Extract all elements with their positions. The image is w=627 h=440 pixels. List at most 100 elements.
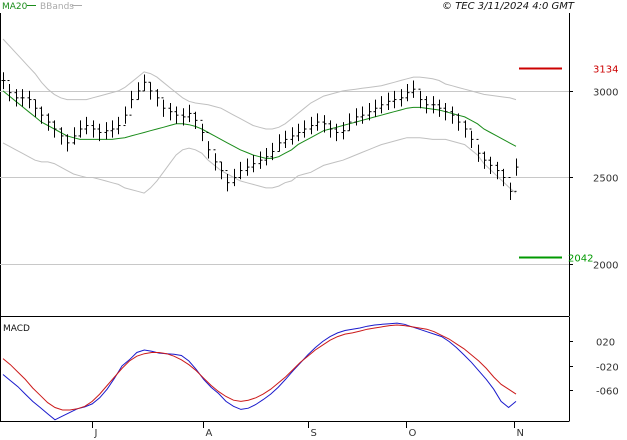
price-level-label: 3134 xyxy=(593,65,618,76)
ohlc-bar xyxy=(386,92,391,110)
ohlc-bar xyxy=(431,96,436,114)
ohlc-bar xyxy=(219,161,224,180)
ohlc-bar xyxy=(136,82,141,101)
x-tick-label: S xyxy=(311,428,317,439)
ohlc-bar xyxy=(443,103,448,121)
ohlc-bar xyxy=(20,89,25,107)
ohlc-bar xyxy=(405,83,410,102)
ohlc-bar xyxy=(91,120,96,138)
ohlc-bar xyxy=(225,170,230,192)
ohlc-bar xyxy=(367,103,372,121)
ohlc-bar xyxy=(39,106,44,124)
ohlc-bar xyxy=(193,111,198,130)
ohlc-bar xyxy=(65,134,70,152)
ohlc-bar xyxy=(59,127,64,145)
ohlc-bar xyxy=(302,120,307,138)
bbands-upper-line xyxy=(2,38,517,130)
ohlc-bar xyxy=(411,80,416,98)
ohlc-bar xyxy=(488,156,493,175)
ohlc-bar xyxy=(33,99,38,117)
ohlc-bar xyxy=(168,103,173,121)
ohlc-bar xyxy=(142,74,147,92)
x-tick-label: A xyxy=(206,428,213,439)
ohlc-bar xyxy=(277,134,282,153)
ohlc-bar xyxy=(52,120,57,138)
ohlc-bar xyxy=(315,113,320,131)
ohlc-bar xyxy=(309,116,314,135)
ohlc-bar xyxy=(495,161,500,180)
ohlc-bar xyxy=(251,154,256,173)
ohlc-bar xyxy=(456,113,461,131)
legend-ma20: MA20 xyxy=(2,2,28,12)
ohlc-bar xyxy=(123,106,128,127)
ohlc-bar xyxy=(104,122,109,140)
ohlc-bar xyxy=(78,120,83,138)
ohlc-bar xyxy=(290,127,295,145)
macd-line xyxy=(2,322,517,421)
ohlc-bar xyxy=(341,122,346,140)
ma20-line xyxy=(2,90,517,159)
macd-y-tick-label: 020 xyxy=(596,338,615,349)
ohlc-bar xyxy=(46,113,51,131)
ohlc-bar xyxy=(232,168,237,187)
price-y-tick-label: 3000 xyxy=(593,88,618,99)
price-y-tick-label: 2500 xyxy=(593,174,618,185)
bbands-lower-line xyxy=(2,137,517,194)
ohlc-bar xyxy=(501,168,506,187)
ohlc-bar xyxy=(187,104,192,123)
source-label: © TEC 3/11/2024 4:0 GMT xyxy=(442,1,575,12)
ohlc-bar xyxy=(296,123,301,142)
ohlc-bar xyxy=(399,89,404,107)
macd-signal-line xyxy=(2,324,517,411)
macd-y-tick-label: -020 xyxy=(596,363,619,374)
ohlc-bar xyxy=(463,120,468,138)
ohlc-bar xyxy=(116,116,121,135)
macd-title: MACD xyxy=(3,324,30,334)
ohlc-bar xyxy=(129,90,134,116)
ohlc-bar xyxy=(482,151,487,169)
ohlc-bar xyxy=(174,106,179,124)
ohlc-bar xyxy=(334,123,339,142)
price-y-tick-label: 2000 xyxy=(593,261,618,272)
ohlc-bar xyxy=(213,149,218,171)
ohlc-bar xyxy=(97,123,102,142)
ohlc-bar xyxy=(508,176,513,200)
ohlc-bar xyxy=(418,88,423,109)
ohlc-bar xyxy=(264,148,269,166)
ohlc-bar xyxy=(360,106,365,124)
ohlc-bar xyxy=(476,138,481,162)
legend-bbands: BBands xyxy=(40,2,74,12)
ohlc-bar xyxy=(14,89,19,107)
ohlc-bar xyxy=(469,128,474,149)
ohlc-bar xyxy=(27,90,32,109)
ohlc-bar xyxy=(206,131,211,159)
ohlc-bar xyxy=(392,90,397,109)
macd-y-tick-label: -060 xyxy=(596,387,619,398)
ohlc-bar xyxy=(84,116,89,135)
ohlc-bar xyxy=(450,106,455,124)
ohlc-bar xyxy=(72,127,77,145)
ohlc-bar xyxy=(379,96,384,114)
ohlc-bar xyxy=(200,119,205,142)
ohlc-bar xyxy=(424,96,429,114)
ohlc-bar xyxy=(322,115,327,133)
ohlc-bar xyxy=(245,158,250,176)
ohlc-bar xyxy=(161,97,166,117)
ohlc-bar xyxy=(328,120,333,138)
ohlc-bar xyxy=(7,80,12,102)
ohlc-bar xyxy=(181,108,186,126)
ohlc-bar xyxy=(1,72,6,90)
ohlc-bar xyxy=(270,142,275,161)
ohlc-bar xyxy=(354,108,359,126)
x-tick-label: J xyxy=(94,428,98,439)
ohlc-bar xyxy=(437,99,442,117)
ohlc-bar xyxy=(258,151,263,169)
ohlc-bar xyxy=(514,158,519,192)
x-tick-label: O xyxy=(409,428,417,439)
price-level-label: 2042 xyxy=(568,254,593,265)
ohlc-bar xyxy=(373,99,378,117)
ohlc-bar xyxy=(155,89,160,107)
ohlc-bar xyxy=(347,113,352,132)
ohlc-bar xyxy=(283,130,288,149)
x-tick-label: N xyxy=(517,428,524,439)
